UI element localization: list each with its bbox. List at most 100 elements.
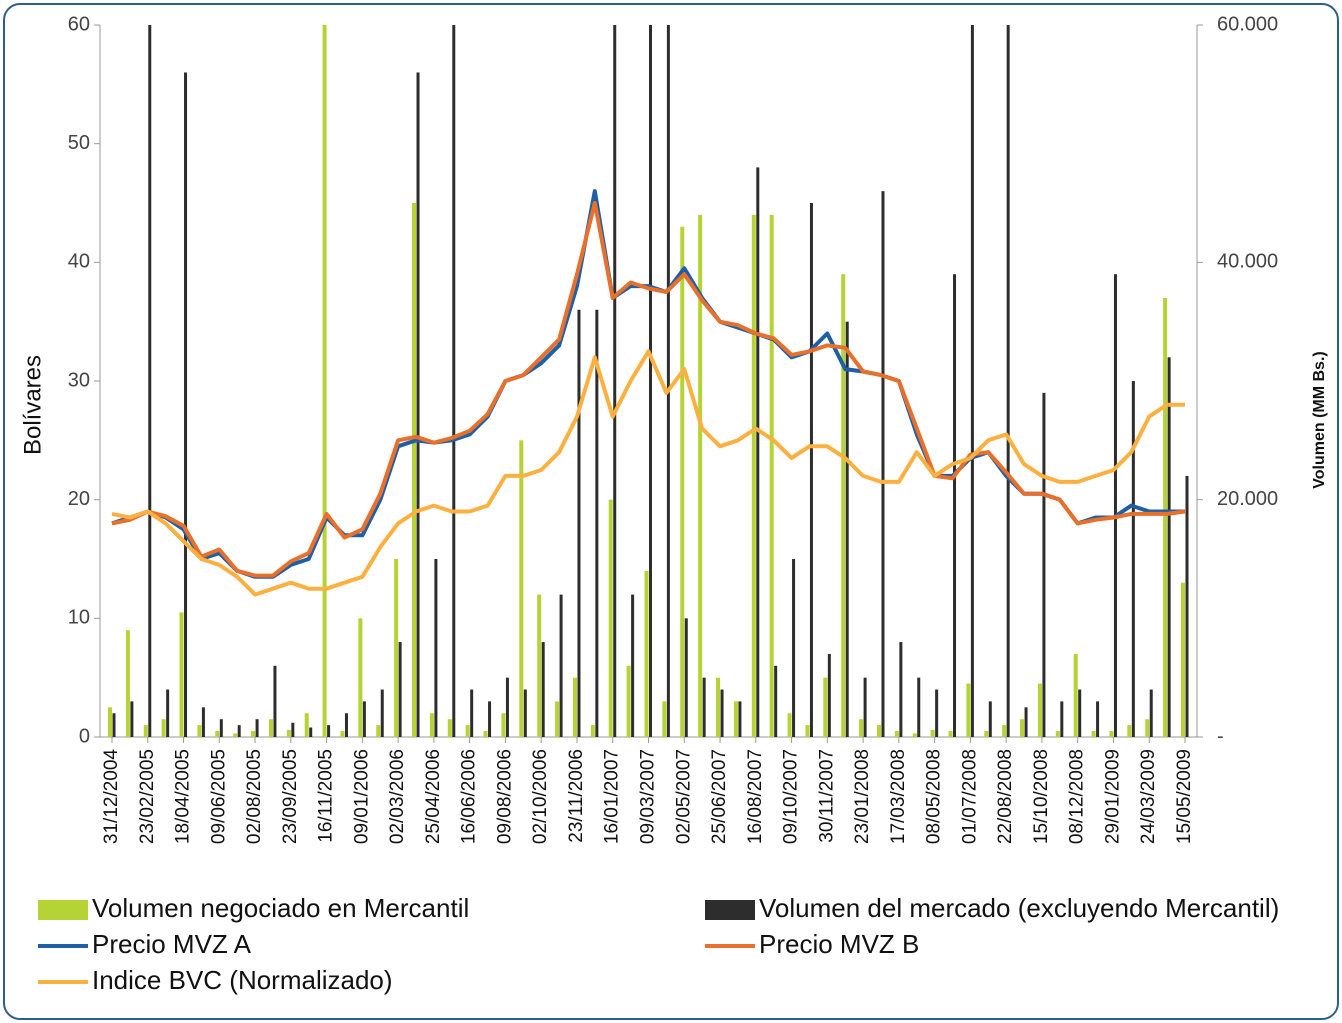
bar: [680, 226, 685, 737]
y2-tick-label: 60.000: [1217, 13, 1278, 35]
bar: [649, 25, 652, 737]
bar: [1024, 707, 1028, 737]
bar: [1149, 689, 1153, 737]
bar: [1091, 731, 1096, 737]
bar: [608, 499, 613, 737]
x-tick-label: 09/03/2007: [638, 749, 659, 844]
bar: [519, 440, 524, 737]
bar: [845, 321, 849, 737]
x-tick-label: 16/08/2007: [745, 749, 766, 844]
y-tick-label: 30: [68, 369, 90, 391]
legend-label: Indice BVC (Normalizado): [92, 965, 393, 995]
bar: [590, 725, 595, 737]
bar: [470, 689, 474, 737]
bar: [505, 677, 509, 737]
bar: [948, 731, 953, 737]
bar: [412, 203, 417, 737]
bar: [1037, 683, 1042, 737]
bar: [358, 618, 363, 737]
bar: [161, 719, 166, 737]
bar: [1073, 653, 1078, 737]
bar: [1096, 701, 1100, 737]
x-tick-label: 23/09/2005: [280, 749, 301, 844]
bar: [537, 594, 542, 737]
bar: [483, 731, 488, 737]
bar: [1131, 381, 1135, 737]
bar: [340, 731, 345, 737]
x-tick-label: 23/02/2005: [137, 749, 158, 844]
y2-axis-label: Volumen (MM Bs.): [1311, 351, 1328, 488]
bar: [1163, 297, 1168, 737]
bar: [774, 665, 778, 737]
x-tick-label: 16/01/2007: [602, 749, 623, 844]
bar: [380, 689, 384, 737]
x-tick-label: 09/06/2005: [208, 749, 229, 844]
bar: [1181, 582, 1185, 737]
bar: [702, 677, 706, 737]
bar: [662, 701, 667, 737]
legend-label: Volumen negociado en Mercantil: [92, 893, 469, 923]
x-tick-label: 01/07/2008: [959, 749, 980, 844]
bar: [984, 731, 989, 737]
bar: [237, 725, 241, 737]
legend-label: Precio MVZ B: [759, 929, 919, 959]
bar: [751, 214, 756, 737]
bar: [787, 713, 792, 737]
bar: [970, 25, 974, 737]
bar: [738, 701, 742, 737]
bar: [966, 683, 971, 737]
bar: [286, 729, 291, 737]
bar: [716, 677, 721, 737]
y-tick-label: 20: [68, 488, 90, 510]
bar: [251, 731, 256, 737]
bar: [501, 713, 506, 737]
bar: [666, 25, 670, 737]
bar: [809, 203, 813, 737]
bar: [201, 707, 205, 737]
bar: [1185, 475, 1189, 737]
bar: [362, 701, 366, 737]
bar: [233, 733, 238, 737]
bar: [429, 713, 434, 737]
legend-label: Volumen del mercado (excluyendo Mercanti…: [759, 893, 1279, 923]
bar: [1078, 689, 1082, 737]
bar: [143, 725, 148, 737]
bar: [215, 731, 220, 737]
bar: [434, 559, 438, 737]
bar: [841, 274, 846, 737]
bar: [452, 25, 456, 737]
x-tick-label: 25/04/2006: [423, 749, 444, 844]
bar: [823, 677, 828, 737]
bar: [166, 689, 170, 737]
bar: [881, 191, 885, 738]
bar: [291, 722, 295, 737]
bar: [899, 642, 903, 737]
bar: [930, 729, 935, 737]
y-tick-label: 60: [68, 13, 90, 35]
bar: [197, 725, 202, 737]
bar: [1042, 392, 1046, 737]
x-tick-label: 30/11/2007: [816, 749, 837, 843]
bar: [577, 309, 581, 737]
bar: [917, 677, 921, 737]
bar: [1109, 731, 1114, 737]
bar: [394, 559, 399, 737]
x-tick-label: 25/06/2007: [709, 749, 730, 844]
bar: [555, 701, 560, 737]
bar: [1002, 725, 1007, 737]
bar: [447, 719, 452, 737]
line: [111, 189, 1185, 579]
x-tick-label: 24/03/2009: [1138, 749, 1159, 844]
y-tick-label: 50: [68, 132, 90, 154]
bar: [1006, 25, 1010, 737]
bar: [684, 618, 688, 737]
bar: [465, 725, 470, 737]
x-tick-label: 09/10/2007: [781, 749, 802, 844]
bar: [148, 25, 152, 737]
y-tick-label: 40: [68, 251, 90, 273]
bar: [559, 594, 563, 737]
x-tick-label: 02/05/2007: [673, 749, 694, 844]
bar: [1167, 357, 1171, 737]
bar: [309, 727, 313, 737]
